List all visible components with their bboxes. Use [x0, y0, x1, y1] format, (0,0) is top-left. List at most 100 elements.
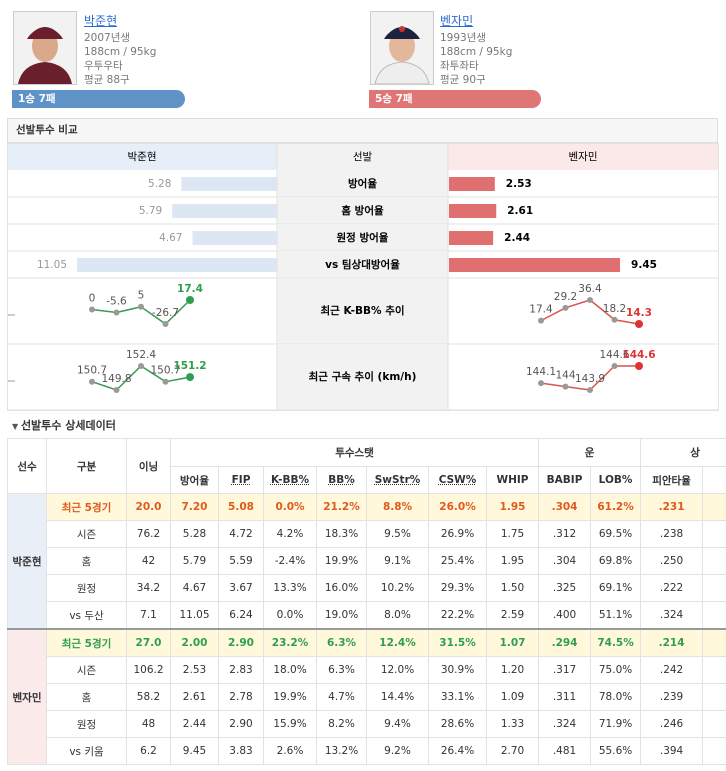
stat-cell: 4.72: [218, 520, 264, 548]
bar: [449, 204, 497, 218]
label-cell: [277, 278, 448, 344]
stat-cell: 2.6%: [263, 737, 317, 765]
trend-label: 29.2: [554, 291, 577, 303]
stat-cell: 69.1%: [590, 574, 642, 602]
trend-label: 151.2: [173, 360, 206, 372]
split-cell: 홈: [46, 683, 127, 711]
frame: [7, 143, 719, 411]
trend-label: -5.6: [106, 296, 127, 308]
row-label: 원정 방어율: [337, 231, 389, 244]
stat-cell: .481: [538, 737, 592, 765]
player-name[interactable]: 박준현: [84, 14, 118, 28]
stat-cell: 33.1%: [428, 683, 487, 711]
trend-label: 150.7: [150, 365, 180, 377]
column-header: 방어율: [170, 466, 219, 494]
bar: [192, 231, 277, 245]
stat-cell: 34.2: [126, 574, 171, 602]
label-cell: [277, 224, 448, 251]
split-cell: vs 키움: [46, 737, 127, 765]
column-header: BABIP: [538, 466, 592, 494]
stat-cell: 6.3%: [316, 656, 367, 684]
stat-cell: [702, 656, 726, 684]
trend-label: 17.4: [177, 283, 203, 295]
trend-point: [635, 362, 643, 370]
stat-cell: 2.59: [485, 601, 540, 630]
trend-label: -26.7: [152, 307, 179, 319]
stat-cell: 2.83: [218, 656, 264, 684]
header-cell: 선수: [7, 438, 47, 494]
stat-cell: [702, 683, 726, 711]
stat-cell: 7.1: [126, 601, 171, 630]
group-header: 상: [640, 438, 726, 467]
bar: [449, 231, 494, 245]
column-header: BB%: [316, 466, 367, 494]
trend-point: [611, 316, 618, 323]
hand: 우투우타: [84, 60, 123, 72]
group-header: 운: [538, 438, 642, 467]
stat-cell: [702, 493, 726, 521]
trend-label: 14.3: [626, 307, 652, 319]
section-title: 선발투수 비교: [7, 118, 718, 143]
stat-cell: 1.50: [485, 574, 540, 602]
bar-label: 9.45: [631, 259, 657, 271]
stat-cell: 25.4%: [428, 547, 487, 575]
player-cell: 벤자민: [7, 628, 47, 765]
data-row: vs 키움 6.2 9.45 3.83 2.6% 13.2% 9.2% 26.4% 2.70.4…: [8, 737, 726, 765]
stat-cell: 27.0: [126, 628, 171, 657]
trend-label: 143.9: [575, 373, 605, 385]
stat-cell: 26.9%: [428, 520, 487, 548]
stat-cell: [702, 737, 726, 765]
photo-art: [371, 12, 433, 85]
trend-label: 144.6: [599, 349, 629, 361]
data-row: 벤자민 최근 5경기 27.0 2.00 2.90 23.2% 6.3% 12.4% 31.5%…: [7, 628, 726, 765]
stat-cell: 6.2: [126, 737, 171, 765]
stat-cell: [702, 520, 726, 548]
stat-cell: 1.75: [485, 520, 540, 548]
trend-point: [186, 296, 194, 304]
detail-table: 선수 구분 이닝 투수스탯 운 상 방어율 FIP K-BB% BB% SwStr% CSW% WHIP…: [7, 438, 726, 765]
data-row: 시즌 106.2 2.53 2.83 18.0% 6.3% 12.0% 30.9% 1.20.3…: [8, 656, 726, 684]
stat-cell: [702, 628, 726, 657]
record-bar: 1승 7패: [12, 90, 185, 108]
stat-cell: .250: [640, 547, 704, 575]
stat-cell: .242: [640, 656, 704, 684]
trend-point: [138, 303, 144, 310]
trend-label: 144: [555, 370, 575, 382]
stat-cell: 18.3%: [316, 520, 367, 548]
stat-cell: .324: [640, 601, 704, 630]
stat-cell: .239: [640, 683, 704, 711]
player-name[interactable]: 벤자민: [440, 14, 474, 28]
stat-cell: .394: [640, 737, 704, 765]
column-header: CSW%: [428, 466, 487, 494]
stat-cell: .304: [538, 547, 592, 575]
bar-label: 2.53: [506, 178, 532, 190]
trend-label: 17.4: [529, 304, 553, 316]
stat-cell: 9.1%: [366, 547, 429, 575]
split-cell: 원정: [46, 710, 127, 738]
stat-cell: 55.6%: [590, 737, 642, 765]
split-cell: 최근 5경기: [46, 628, 127, 657]
stat-cell: [702, 547, 726, 575]
data-row: 홈 42 5.79 5.59 -2.4% 19.9% 9.1% 25.4% 1.95.304 69…: [8, 547, 726, 575]
split-cell: 최근 5경기: [46, 493, 127, 521]
data-row: 원정 34.2 4.67 3.67 13.3% 16.0% 10.2% 29.3% 1.50.3…: [8, 574, 726, 602]
trend-point: [89, 378, 95, 385]
label-cell: [277, 344, 448, 410]
stat-cell: 3.67: [218, 574, 264, 602]
stat-cell: 26.4%: [428, 737, 487, 765]
stat-cell: 8.2%: [316, 710, 367, 738]
body: 188cm / 95kg: [84, 46, 157, 58]
stat-cell: .324: [538, 710, 592, 738]
detail-title[interactable]: ▼ 선발투수 상세데이터: [12, 417, 116, 433]
bar-label: 4.67: [159, 232, 182, 244]
stat-cell: 42: [126, 547, 171, 575]
stat-cell: 5.79: [170, 547, 219, 575]
avg-pitches: 평균 90구: [440, 74, 486, 86]
header-cell: 구분: [46, 438, 127, 494]
stat-cell: 26.0%: [428, 493, 487, 521]
avg-pitches: 평균 88구: [84, 74, 130, 86]
stat-cell: 5.28: [170, 520, 219, 548]
split-cell: 시즌: [46, 520, 127, 548]
header-cell: [448, 143, 718, 170]
